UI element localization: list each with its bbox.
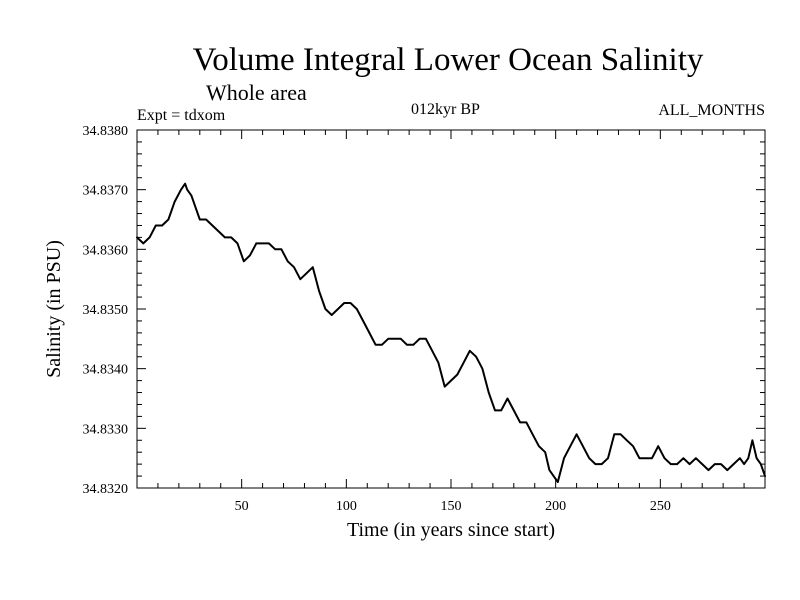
- chart-subtitle: Whole area: [206, 80, 307, 105]
- y-tick-label: 34.8360: [83, 243, 129, 258]
- y-axis-label: Salinity (in PSU): [43, 240, 65, 378]
- y-tick-label: 34.8380: [83, 124, 129, 139]
- x-tick-label: 250: [650, 499, 671, 514]
- x-axis-label: Time (in years since start): [347, 519, 555, 541]
- chart-title: Volume Integral Lower Ocean Salinity: [193, 42, 704, 78]
- x-tick-label: 50: [235, 499, 249, 514]
- x-tick-label: 150: [441, 499, 462, 514]
- y-tick-label: 34.8340: [83, 363, 129, 378]
- y-tick-label: 34.8330: [83, 422, 129, 437]
- axis-ticks: [137, 130, 765, 488]
- y-tick-label: 34.8320: [83, 482, 129, 497]
- x-tick-label: 100: [336, 499, 357, 514]
- plot-frame: [136, 129, 766, 489]
- x-tick-labels: 50 100 150 200 250: [235, 499, 671, 514]
- months-label: ALL_MONTHS: [658, 102, 765, 119]
- period-label: 012kyr BP: [411, 101, 480, 118]
- y-tick-labels: 34.8320 34.8330 34.8340 34.8350 34.8360 34.83…: [83, 124, 129, 497]
- experiment-label: Expt = tdxom: [137, 107, 226, 124]
- y-tick-label: 34.8370: [83, 184, 129, 199]
- salinity-line: [136, 182, 766, 483]
- y-tick-label: 34.8350: [83, 303, 129, 318]
- x-tick-label: 200: [545, 499, 566, 514]
